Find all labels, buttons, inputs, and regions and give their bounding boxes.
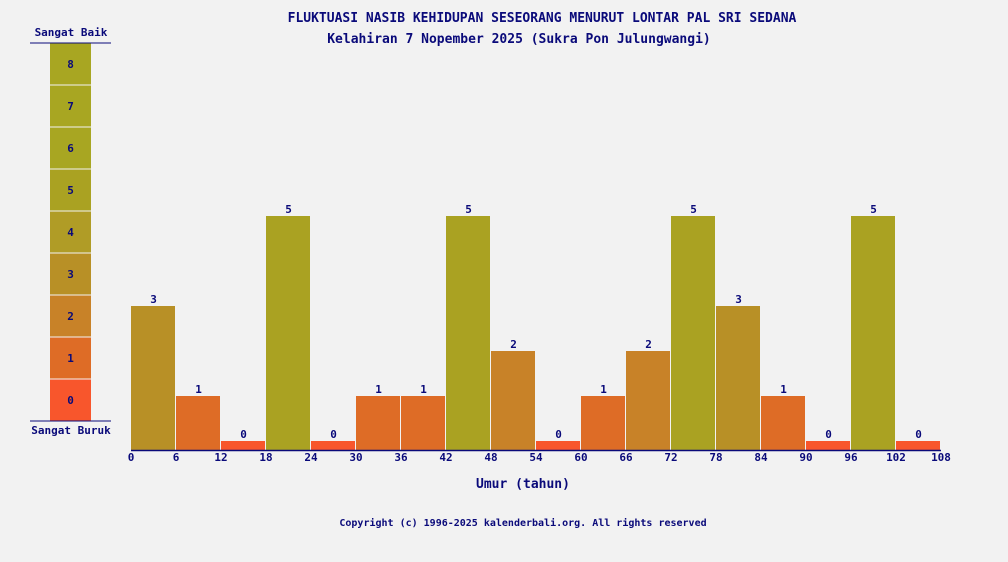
x-tick-label: 108 (931, 451, 951, 464)
legend-level-label: 8 (67, 58, 74, 71)
x-tick-label: 48 (484, 451, 497, 464)
bar-value-label: 0 (555, 428, 562, 441)
bar-11 (626, 351, 670, 450)
bar-3 (266, 216, 310, 450)
legend-level-label: 2 (67, 310, 74, 323)
x-tick-label: 84 (754, 451, 768, 464)
legend-scale: 0 1 2 3 4 5 6 7 8 (30, 42, 111, 422)
legend-level-label: 5 (67, 184, 74, 197)
bar-4 (311, 441, 355, 450)
legend-cell-5 (50, 169, 91, 211)
x-tick-label: 36 (394, 451, 408, 464)
bar-value-label: 0 (825, 428, 832, 441)
legend-level-label: 7 (67, 100, 74, 113)
bar-1 (176, 396, 220, 450)
x-tick-label: 18 (259, 451, 272, 464)
bar-value-label: 1 (780, 383, 787, 396)
bar-7 (446, 216, 490, 450)
legend-cell-7 (50, 85, 91, 127)
bar-0 (131, 306, 175, 450)
bar-12 (671, 216, 715, 450)
legend-level-label: 6 (67, 142, 74, 155)
bar-15 (806, 441, 850, 450)
bar-13 (716, 306, 760, 450)
x-tick-label: 12 (214, 451, 227, 464)
bar-2 (221, 441, 265, 450)
x-tick-label: 30 (349, 451, 362, 464)
x-tick-label: 90 (799, 451, 812, 464)
bar-value-label: 5 (465, 203, 472, 216)
legend-cell-1 (50, 337, 91, 379)
bar-8 (491, 351, 535, 450)
bar-value-label: 0 (915, 428, 922, 441)
x-tick-label: 96 (844, 451, 858, 464)
bar-value-label: 3 (735, 293, 742, 306)
x-tick-label: 0 (128, 451, 135, 464)
bar-value-label: 5 (870, 203, 877, 216)
chart-title: FLUKTUASI NASIB KEHIDUPAN SESEORANG MENU… (288, 11, 797, 26)
legend-cell-2 (50, 295, 91, 337)
legend-cell-8 (50, 43, 91, 85)
legend-bottom-label: Sangat Buruk (31, 424, 111, 437)
bar-value-label: 1 (420, 383, 427, 396)
legend-level-label: 4 (67, 226, 74, 239)
bar-value-label: 3 (150, 293, 157, 306)
legend-level-label: 1 (67, 352, 74, 365)
x-tick-label: 72 (664, 451, 677, 464)
bar-value-label: 0 (330, 428, 337, 441)
bar-14 (761, 396, 805, 450)
copyright: Copyright (c) 1996-2025 kalenderbali.org… (339, 517, 706, 529)
legend-cell-0 (50, 379, 91, 421)
bar-6 (401, 396, 445, 450)
legend-cell-4 (50, 211, 91, 253)
x-axis-label: Umur (tahun) (476, 477, 570, 492)
bar-value-label: 0 (240, 428, 247, 441)
bar-10 (581, 396, 625, 450)
legend-level-label: 0 (67, 394, 74, 407)
x-tick-label: 78 (709, 451, 722, 464)
x-tick-label: 6 (173, 451, 180, 464)
bar-value-label: 1 (375, 383, 382, 396)
bar-9 (536, 441, 580, 450)
bar-16 (851, 216, 895, 450)
bar-value-label: 1 (195, 383, 202, 396)
legend-level-label: 3 (67, 268, 74, 281)
bar-value-label: 5 (690, 203, 697, 216)
legend-top-label: Sangat Baik (35, 26, 108, 39)
bar-value-label: 2 (510, 338, 517, 351)
x-tick-label: 42 (439, 451, 452, 464)
chart-subtitle: Kelahiran 7 Nopember 2025 (Sukra Pon Jul… (327, 32, 711, 47)
x-tick-label: 24 (304, 451, 318, 464)
bar-value-label: 1 (600, 383, 607, 396)
bar-17 (896, 441, 940, 450)
x-axis: 0 6 12 18 24 30 36 42 48 54 60 66 72 78 84 90 96 102 108 (128, 449, 951, 464)
x-tick-label: 66 (619, 451, 633, 464)
x-tick-label: 54 (529, 451, 543, 464)
bar-value-label: 5 (285, 203, 292, 216)
legend-cell-6 (50, 127, 91, 169)
x-tick-label: 102 (886, 451, 906, 464)
bar-5 (356, 396, 400, 450)
x-tick-label: 60 (574, 451, 587, 464)
legend-cell-3 (50, 253, 91, 295)
bar-value-label: 2 (645, 338, 652, 351)
